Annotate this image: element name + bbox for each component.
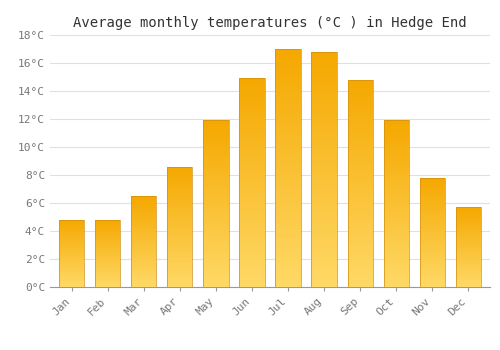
Bar [95,220,120,287]
Bar [276,49,300,287]
Bar [240,78,264,287]
Bar [384,120,409,287]
Title: Average monthly temperatures (°C ) in Hedge End: Average monthly temperatures (°C ) in He… [73,16,467,30]
Bar [131,196,156,287]
Bar [276,49,300,287]
Bar [204,120,229,287]
Bar [240,78,264,287]
Bar [312,52,336,287]
Bar [456,207,481,287]
Bar [348,80,373,287]
Bar [59,220,84,287]
Bar [312,52,336,287]
Bar [167,167,192,287]
Bar [420,178,445,287]
Bar [59,220,84,287]
Bar [167,167,192,287]
Bar [456,207,481,287]
Bar [384,120,409,287]
Bar [95,220,120,287]
Bar [348,80,373,287]
Bar [204,120,229,287]
Bar [131,196,156,287]
Bar [420,178,445,287]
